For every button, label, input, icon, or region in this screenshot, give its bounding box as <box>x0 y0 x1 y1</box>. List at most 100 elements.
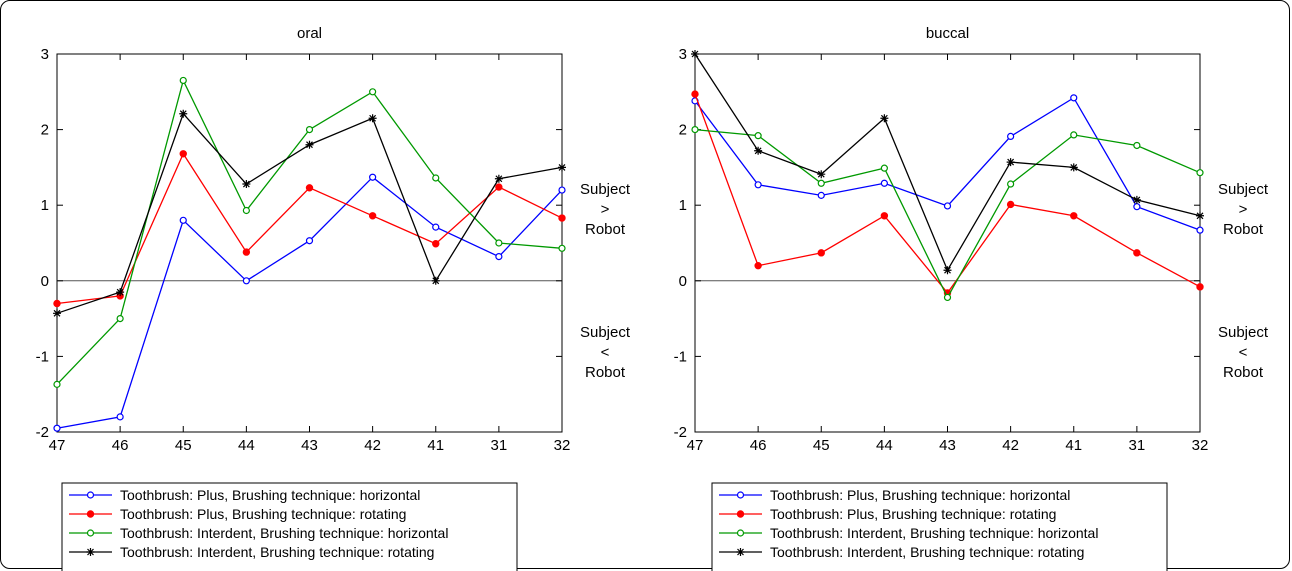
data-point <box>817 249 825 257</box>
x-tick-label: 42 <box>1002 437 1019 454</box>
legend-label: Toothbrush: Interdent, Brushing techniqu… <box>770 544 1084 560</box>
data-point <box>494 174 503 183</box>
y-tick-label: 1 <box>41 197 49 214</box>
side-label-subject-less: Robot <box>1223 364 1264 381</box>
data-point <box>817 191 825 199</box>
data-point <box>1070 94 1078 102</box>
legend: Toothbrush: Plus, Brushing technique: ho… <box>711 482 1168 571</box>
x-tick-label: 44 <box>238 437 255 454</box>
legend-label: Toothbrush: Plus, Brushing technique: ho… <box>770 487 1070 503</box>
x-tick-label: 44 <box>876 437 893 454</box>
x-tick-label: 45 <box>813 437 830 454</box>
chart-panel-buccal: buccal -2 -1 0 1 2 3 47 46 45 44 43 42 41 31 32 Subject >… <box>674 25 1269 571</box>
data-point <box>558 163 566 172</box>
data-point <box>1196 169 1204 177</box>
data-point <box>1133 203 1141 211</box>
data-point <box>305 184 314 192</box>
data-point <box>242 180 251 189</box>
data-point <box>305 126 314 134</box>
side-label-subject-greater: Robot <box>585 221 626 238</box>
x-tick-label: 46 <box>112 437 129 454</box>
plot-area <box>694 53 1201 433</box>
data-point <box>179 76 187 85</box>
x-tick-label: 41 <box>427 437 444 454</box>
chart-title: buccal <box>926 25 969 42</box>
data-point <box>880 212 889 220</box>
side-label-subject-less: < <box>1239 344 1248 361</box>
data-point <box>369 173 377 181</box>
data-point <box>558 186 566 194</box>
data-point <box>242 277 250 285</box>
data-point <box>179 216 187 224</box>
side-label-subject-less: Subject <box>1218 324 1269 341</box>
data-point <box>495 253 503 261</box>
data-point <box>691 126 699 134</box>
series-line <box>694 96 1201 231</box>
data-point <box>53 380 61 388</box>
y-tick-label: -1 <box>674 348 687 365</box>
data-point <box>53 309 61 318</box>
data-point <box>116 315 124 323</box>
side-label-subject-less: Subject <box>580 324 631 341</box>
data-point <box>179 109 188 118</box>
x-tick-label: 42 <box>364 437 381 454</box>
series-1 <box>691 94 1204 234</box>
legend-label: Toothbrush: Interdent, Brushing techniqu… <box>120 544 434 560</box>
data-point <box>817 179 825 187</box>
series-line <box>56 176 563 429</box>
x-tick-label: 31 <box>1129 437 1146 454</box>
chart-title: oral <box>297 25 322 42</box>
data-point <box>754 146 763 155</box>
legend: Toothbrush: Plus, Brushing technique: ho… <box>61 482 518 571</box>
data-point <box>943 266 952 275</box>
data-point <box>1007 180 1015 188</box>
side-label-subject-greater: Subject <box>580 181 631 198</box>
side-label-subject-greater: > <box>1239 201 1248 218</box>
data-point <box>691 50 699 58</box>
y-tick-label: 2 <box>679 122 687 139</box>
data-point <box>432 174 440 182</box>
legend-marker <box>736 491 745 499</box>
x-tick-label: 32 <box>554 437 571 454</box>
side-label-subject-less: < <box>601 344 610 361</box>
data-point <box>116 413 124 421</box>
legend-marker <box>86 491 95 499</box>
legend-label: Toothbrush: Plus, Brushing technique: ho… <box>120 487 420 503</box>
legend-box <box>711 482 1168 571</box>
data-point <box>754 132 762 140</box>
side-label-subject-greater: > <box>601 201 610 218</box>
data-point <box>1070 131 1078 139</box>
y-tick-label: 3 <box>679 46 687 63</box>
x-tick-label: 43 <box>301 437 318 454</box>
data-point <box>1070 212 1078 220</box>
data-point <box>179 150 187 158</box>
legend-label: Toothbrush: Interdent, Brushing techniqu… <box>770 525 1098 541</box>
data-point <box>817 170 826 179</box>
data-point <box>558 214 566 222</box>
x-tick-label: 31 <box>491 437 508 454</box>
data-point <box>242 206 250 215</box>
y-tick-label: 0 <box>41 273 49 290</box>
series-2 <box>691 90 1204 297</box>
data-point <box>242 248 251 256</box>
data-point <box>1196 211 1204 220</box>
chart-panel-oral: oral -2 -1 0 1 2 3 47 46 45 44 43 42 41 31 32 Subject > Ro… <box>36 25 631 571</box>
x-tick-label: 47 <box>49 437 66 454</box>
series-3 <box>691 126 1204 302</box>
data-point <box>558 244 566 252</box>
data-point <box>53 424 61 432</box>
x-tick-label: 45 <box>175 437 192 454</box>
data-point <box>368 212 377 220</box>
data-point <box>495 239 503 247</box>
data-point <box>1133 249 1141 257</box>
y-tick-label: 2 <box>41 122 49 139</box>
data-point <box>431 276 440 285</box>
data-point <box>1196 283 1204 291</box>
series-4 <box>53 109 566 318</box>
x-tick-label: 43 <box>939 437 956 454</box>
data-point <box>1132 195 1141 204</box>
data-point <box>943 293 952 302</box>
data-point <box>1007 132 1015 141</box>
